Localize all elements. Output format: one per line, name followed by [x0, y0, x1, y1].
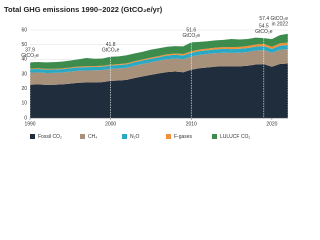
y-tick-label: 40 — [21, 57, 27, 63]
area — [30, 33, 288, 69]
area — [30, 63, 288, 118]
legend-swatch — [166, 134, 171, 139]
annotation: 57.4 GtCO₂e — [259, 16, 288, 22]
annotation: GtCO₂e — [255, 29, 273, 35]
y-tick-label: 50 — [21, 42, 27, 48]
legend-label: F-gases — [174, 134, 193, 140]
x-tick-label: 2010 — [186, 121, 197, 127]
y-tick-label: 20 — [21, 86, 27, 92]
y-tick-label: 30 — [21, 71, 27, 77]
area — [30, 42, 288, 70]
annotation: 41.8 — [106, 42, 116, 48]
annotation: GtCO₂e — [183, 33, 201, 39]
x-tick-label: 1990 — [24, 121, 35, 127]
y-tick-label: 60 — [21, 27, 27, 33]
annotation: 51.6 — [186, 28, 196, 34]
legend-label: Fossil CO₂ — [38, 134, 62, 140]
y-tick-label: 10 — [21, 101, 27, 107]
legend-swatch — [122, 134, 127, 139]
legend-label: N₂O — [130, 134, 140, 140]
legend-swatch — [30, 134, 35, 139]
area — [30, 49, 288, 85]
area — [30, 44, 288, 73]
annotation: 54.5 — [259, 23, 269, 29]
annotation: GtCO₂e — [21, 53, 39, 59]
x-tick-label: 2000 — [105, 121, 116, 127]
legend-swatch — [212, 134, 217, 139]
legend-label: CH₄ — [88, 134, 97, 140]
chart-title: Total GHG emissions 1990–2022 (GtCO₂e/yr… — [4, 5, 163, 14]
x-tick-label: 2020 — [266, 121, 277, 127]
chart: Total GHG emissions 1990–2022 (GtCO₂e/yr… — [4, 5, 289, 140]
annotation: 37.9 — [25, 48, 35, 54]
y-tick-label: 0 — [24, 115, 27, 121]
annotation: GtCO₂e — [102, 48, 120, 54]
legend-swatch — [80, 134, 85, 139]
legend-label: LULUCF CO₂ — [220, 134, 250, 140]
annotation: in 2022 — [272, 22, 289, 28]
